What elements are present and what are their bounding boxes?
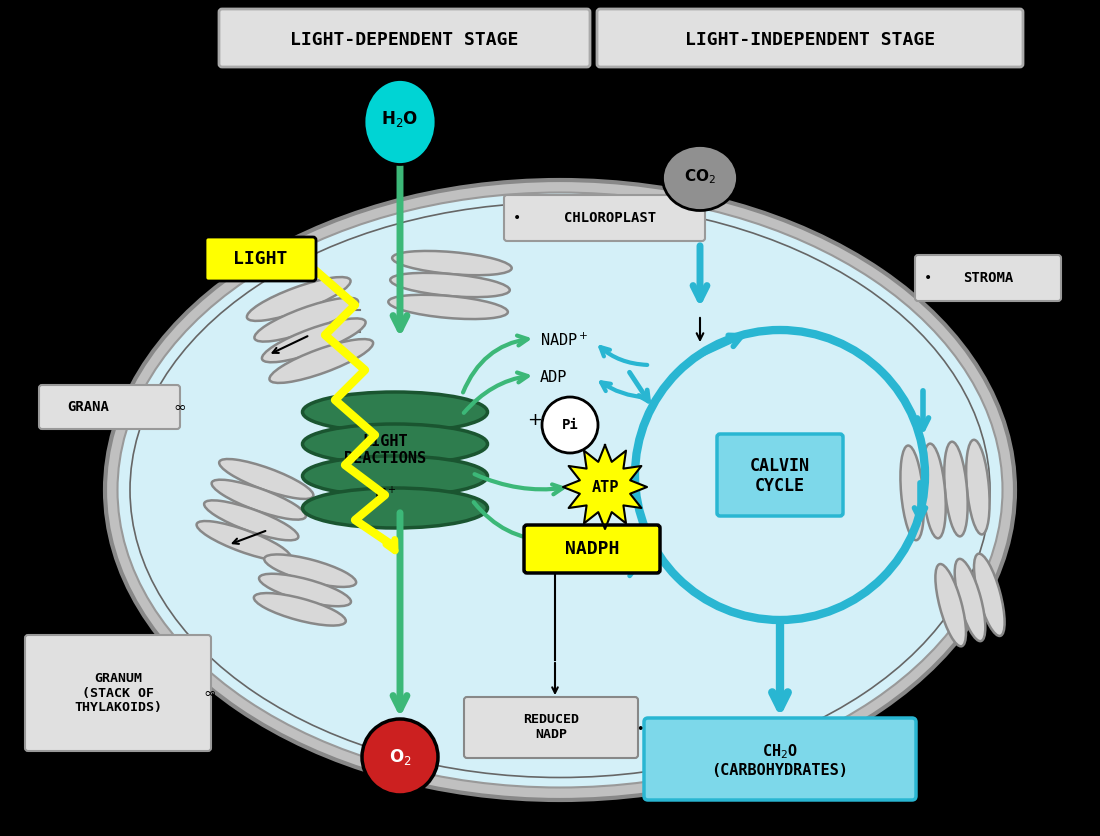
FancyBboxPatch shape [644,718,916,800]
Text: ATP: ATP [592,480,618,495]
Ellipse shape [262,319,365,362]
Ellipse shape [205,501,298,540]
Ellipse shape [392,251,512,275]
Text: ∞: ∞ [204,686,217,701]
Ellipse shape [104,180,1015,800]
Text: H$_2$O: H$_2$O [382,109,419,129]
Text: NADP$^+$: NADP$^+$ [540,331,589,349]
Ellipse shape [302,392,487,432]
Ellipse shape [270,339,373,383]
Ellipse shape [219,459,314,499]
Text: LIGHT-DEPENDENT STAGE: LIGHT-DEPENDENT STAGE [289,31,518,49]
FancyBboxPatch shape [717,434,843,516]
Circle shape [362,719,438,795]
Ellipse shape [966,440,990,534]
Text: ADP: ADP [540,370,568,385]
Ellipse shape [901,446,924,540]
Ellipse shape [390,273,509,297]
Text: H$^+$: H$^+$ [374,486,396,502]
Ellipse shape [254,593,345,625]
Ellipse shape [364,79,436,165]
FancyBboxPatch shape [504,195,705,241]
Polygon shape [563,445,647,529]
Text: •: • [924,271,933,285]
Text: CH$_2$O
(CARBOHYDRATES): CH$_2$O (CARBOHYDRATES) [712,742,848,778]
FancyBboxPatch shape [205,237,316,281]
FancyBboxPatch shape [219,9,590,67]
Text: LIGHT-INDEPENDENT STAGE: LIGHT-INDEPENDENT STAGE [685,31,935,49]
Text: ∞: ∞ [174,400,186,415]
FancyBboxPatch shape [915,255,1062,301]
Text: •: • [636,723,644,737]
Text: O$_2$: O$_2$ [388,747,411,767]
Text: +: + [528,411,542,429]
Ellipse shape [302,456,487,496]
Ellipse shape [974,553,1004,636]
FancyBboxPatch shape [39,385,180,429]
Ellipse shape [944,441,968,537]
Ellipse shape [302,424,487,464]
Text: LIGHT: LIGHT [233,250,287,268]
Text: CALVIN
CYCLE: CALVIN CYCLE [750,456,810,496]
Ellipse shape [197,521,290,561]
Ellipse shape [258,573,351,606]
Ellipse shape [955,558,986,641]
Ellipse shape [935,564,966,646]
Text: NADPH: NADPH [564,540,619,558]
Ellipse shape [302,488,487,528]
Text: CHLOROPLAST: CHLOROPLAST [564,211,656,225]
FancyBboxPatch shape [597,9,1023,67]
Text: GRANUM
(STACK OF
THYLAKOIDS): GRANUM (STACK OF THYLAKOIDS) [74,671,162,715]
Text: Pi: Pi [562,418,579,432]
Text: LIGHT
REACTIONS: LIGHT REACTIONS [344,434,426,466]
Text: STROMA: STROMA [962,271,1013,285]
FancyBboxPatch shape [464,697,638,758]
Ellipse shape [388,295,508,319]
Circle shape [542,397,598,453]
FancyBboxPatch shape [524,525,660,573]
Ellipse shape [118,192,1002,788]
Text: GRANA: GRANA [67,400,109,414]
Ellipse shape [254,298,359,342]
Ellipse shape [130,202,990,777]
Ellipse shape [922,444,946,538]
Text: CO$_2$: CO$_2$ [684,168,716,186]
Ellipse shape [264,554,356,587]
Text: REDUCED
NADP: REDUCED NADP [522,713,579,741]
Ellipse shape [246,277,351,321]
FancyBboxPatch shape [25,635,211,751]
Text: •: • [513,211,521,225]
Ellipse shape [211,480,306,520]
Ellipse shape [662,145,737,211]
